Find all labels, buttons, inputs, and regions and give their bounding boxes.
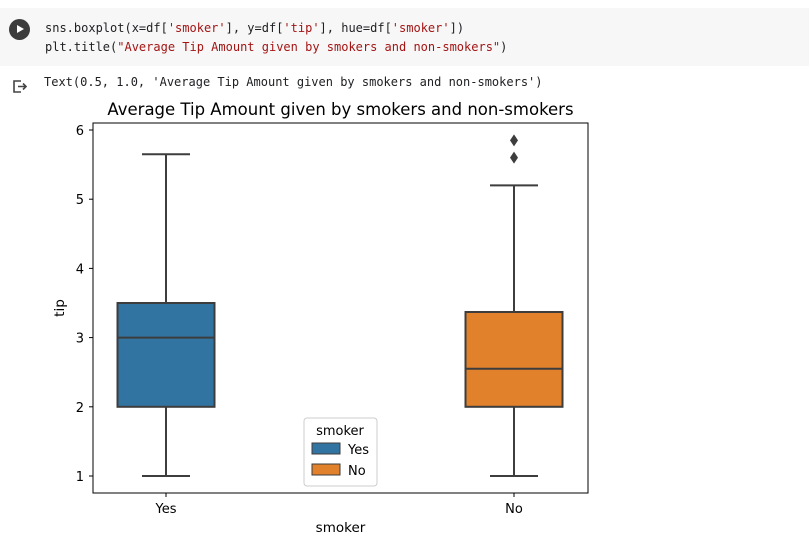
y-tick-label: 1 bbox=[76, 470, 84, 485]
code-string: 'smoker' bbox=[167, 21, 226, 35]
y-axis-label: tip bbox=[52, 299, 68, 317]
code-cell[interactable]: sns.boxplot(x=df['smoker'], y=df['tip'],… bbox=[0, 8, 809, 66]
box-no bbox=[464, 310, 564, 408]
code-string: 'tip' bbox=[283, 21, 320, 35]
run-cell-button[interactable] bbox=[9, 19, 30, 40]
boxplot-chart: 1 2 3 4 5 6 Yes No Average Tip Amount given by s… bbox=[52, 100, 589, 536]
legend-label: No bbox=[348, 464, 366, 479]
legend-title: smoker bbox=[316, 424, 364, 439]
code-token: sns.boxplot(x=df[ bbox=[45, 21, 168, 35]
legend-swatch bbox=[311, 442, 341, 455]
legend-label: Yes bbox=[347, 443, 369, 458]
code-token: ], y=df[ bbox=[225, 21, 284, 35]
output-icon[interactable] bbox=[11, 77, 29, 95]
y-tick-label: 3 bbox=[76, 332, 84, 347]
code-token: ]) bbox=[449, 21, 465, 35]
code-token: ) bbox=[500, 40, 508, 54]
y-tick-label: 4 bbox=[76, 262, 84, 277]
y-tick-label: 6 bbox=[76, 124, 84, 139]
code-line-2: plt.title("Average Tip Amount given by s… bbox=[45, 38, 507, 57]
plot-frame bbox=[92, 122, 589, 494]
chart-title: Average Tip Amount given by smokers and … bbox=[107, 100, 573, 119]
x-axis-label: smoker bbox=[316, 520, 366, 536]
outlier-point bbox=[510, 151, 518, 164]
code-editor[interactable]: sns.boxplot(x=df['smoker'], y=df['tip'],… bbox=[45, 19, 507, 57]
legend-swatch bbox=[311, 463, 341, 476]
outlier-point bbox=[510, 134, 518, 147]
code-token: plt.title( bbox=[45, 40, 118, 54]
code-token: ], hue=df[ bbox=[319, 21, 392, 35]
x-tick-label: No bbox=[505, 502, 523, 517]
code-line-1: sns.boxplot(x=df['smoker'], y=df['tip'],… bbox=[45, 19, 507, 38]
x-tick-label: Yes bbox=[155, 502, 177, 517]
y-tick-label: 2 bbox=[76, 401, 84, 416]
y-tick-label: 5 bbox=[76, 193, 84, 208]
code-string: "Average Tip Amount given by smokers and… bbox=[117, 40, 501, 54]
code-string: 'smoker' bbox=[391, 21, 450, 35]
output-text: Text(0.5, 1.0, 'Average Tip Amount given… bbox=[44, 75, 543, 89]
box-yes bbox=[116, 302, 216, 408]
